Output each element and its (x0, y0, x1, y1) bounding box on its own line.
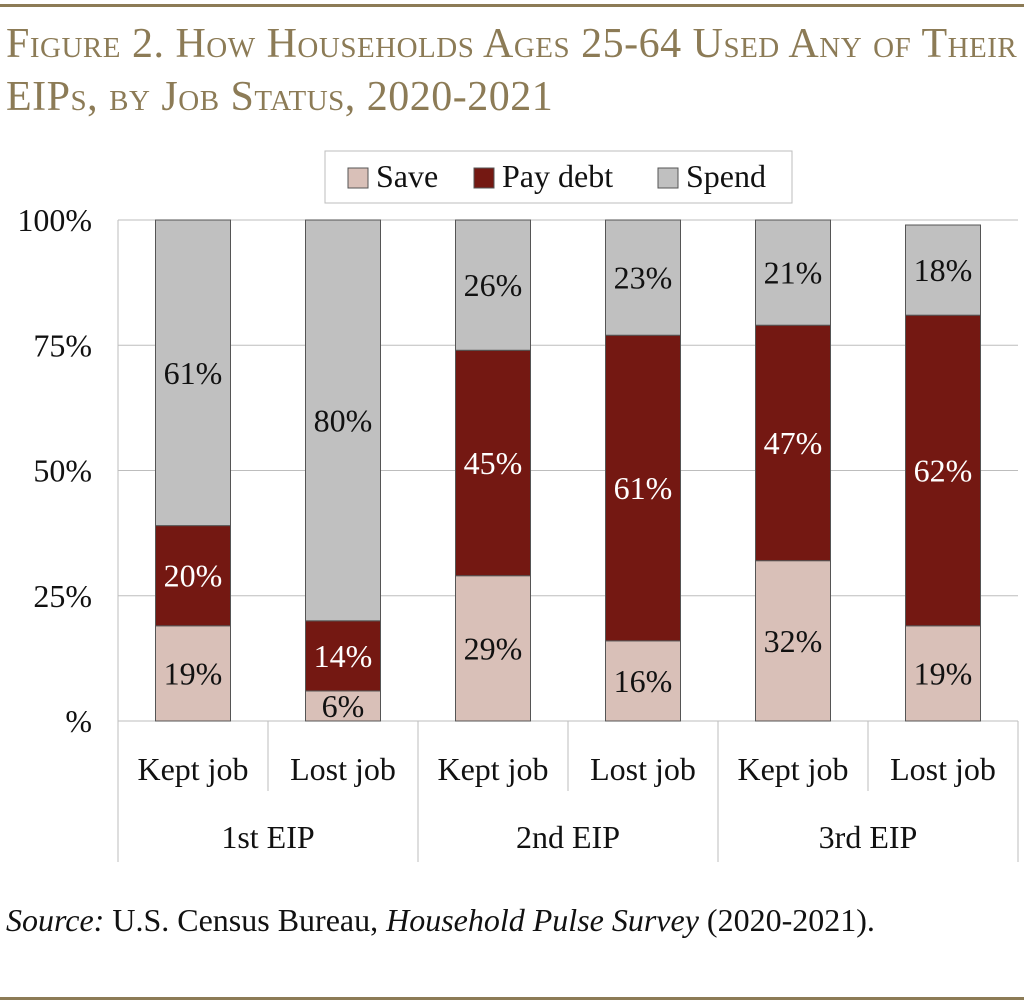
x-category-label: Lost job (290, 751, 396, 787)
legend-swatch (347, 167, 369, 189)
legend-box (324, 150, 793, 204)
data-label: 80% (314, 402, 373, 438)
y-tick-label: % (65, 703, 92, 739)
y-tick-label: 100% (17, 202, 92, 238)
bar-segment (455, 219, 531, 351)
source-survey: Household Pulse Survey (386, 902, 699, 938)
data-label: 47% (764, 425, 823, 461)
source-note: Source: U.S. Census Bureau, Household Pu… (6, 899, 1016, 941)
data-label: 45% (464, 445, 523, 481)
top-rule (0, 4, 1024, 7)
bar-segment (605, 219, 681, 336)
source-label: Source: (6, 902, 105, 938)
data-label: 62% (914, 453, 973, 489)
x-group-label: 1st EIP (221, 819, 314, 855)
data-label: 20% (164, 558, 223, 594)
data-label: 32% (764, 623, 823, 659)
bar-segment (305, 620, 381, 692)
bar-segment (755, 560, 831, 722)
data-label: 19% (914, 655, 973, 691)
data-label: 29% (464, 630, 523, 666)
bar-segment (155, 525, 231, 627)
bar-segment (605, 640, 681, 722)
bar-segment (905, 625, 981, 722)
legend-label: Save (376, 158, 438, 194)
data-label: 61% (164, 355, 223, 391)
y-tick-label: 50% (33, 453, 92, 489)
data-label: 6% (322, 688, 365, 724)
bar-segment (905, 314, 981, 627)
bar-segment (305, 219, 381, 622)
x-group-label: 3rd EIP (819, 819, 918, 855)
x-group-label: 2nd EIP (516, 819, 620, 855)
data-label: 21% (764, 255, 823, 291)
data-label: 61% (614, 470, 673, 506)
data-label: 16% (614, 663, 673, 699)
bar-segment (755, 324, 831, 562)
bar-segment (155, 219, 231, 527)
data-label: 14% (314, 638, 373, 674)
legend-label: Pay debt (502, 158, 613, 194)
x-category-label: Kept job (137, 751, 248, 787)
bar-segment (455, 575, 531, 722)
legend-swatch (473, 167, 495, 189)
y-tick-label: 75% (33, 327, 92, 363)
source-agency: U.S. Census Bureau, (104, 902, 387, 938)
data-label: 18% (914, 252, 973, 288)
data-label: 26% (464, 267, 523, 303)
figure-title: Figure 2. How Households Ages 25-64 Used… (6, 21, 1018, 120)
stacked-bar-chart: % 25% 50% 75% 100% 19% 20% 61% 6% 14% 80% 29% 45% 26%… (17, 150, 1019, 862)
legend-swatch (657, 167, 679, 189)
legend-label: Spend (686, 158, 766, 194)
y-tick-label: 25% (33, 578, 92, 614)
x-category-label: Lost job (890, 751, 996, 787)
x-category-label: Kept job (437, 751, 548, 787)
bottom-rule (0, 997, 1024, 1000)
bar-segment (905, 224, 981, 316)
bar-segment (605, 334, 681, 642)
source-years: (2020-2021). (698, 902, 875, 938)
data-label: 23% (614, 260, 673, 296)
bar-segment (755, 219, 831, 326)
x-category-label: Lost job (590, 751, 696, 787)
bar-segment (155, 625, 231, 722)
data-label: 19% (164, 655, 223, 691)
x-category-label: Kept job (737, 751, 848, 787)
bar-segment (455, 349, 531, 577)
